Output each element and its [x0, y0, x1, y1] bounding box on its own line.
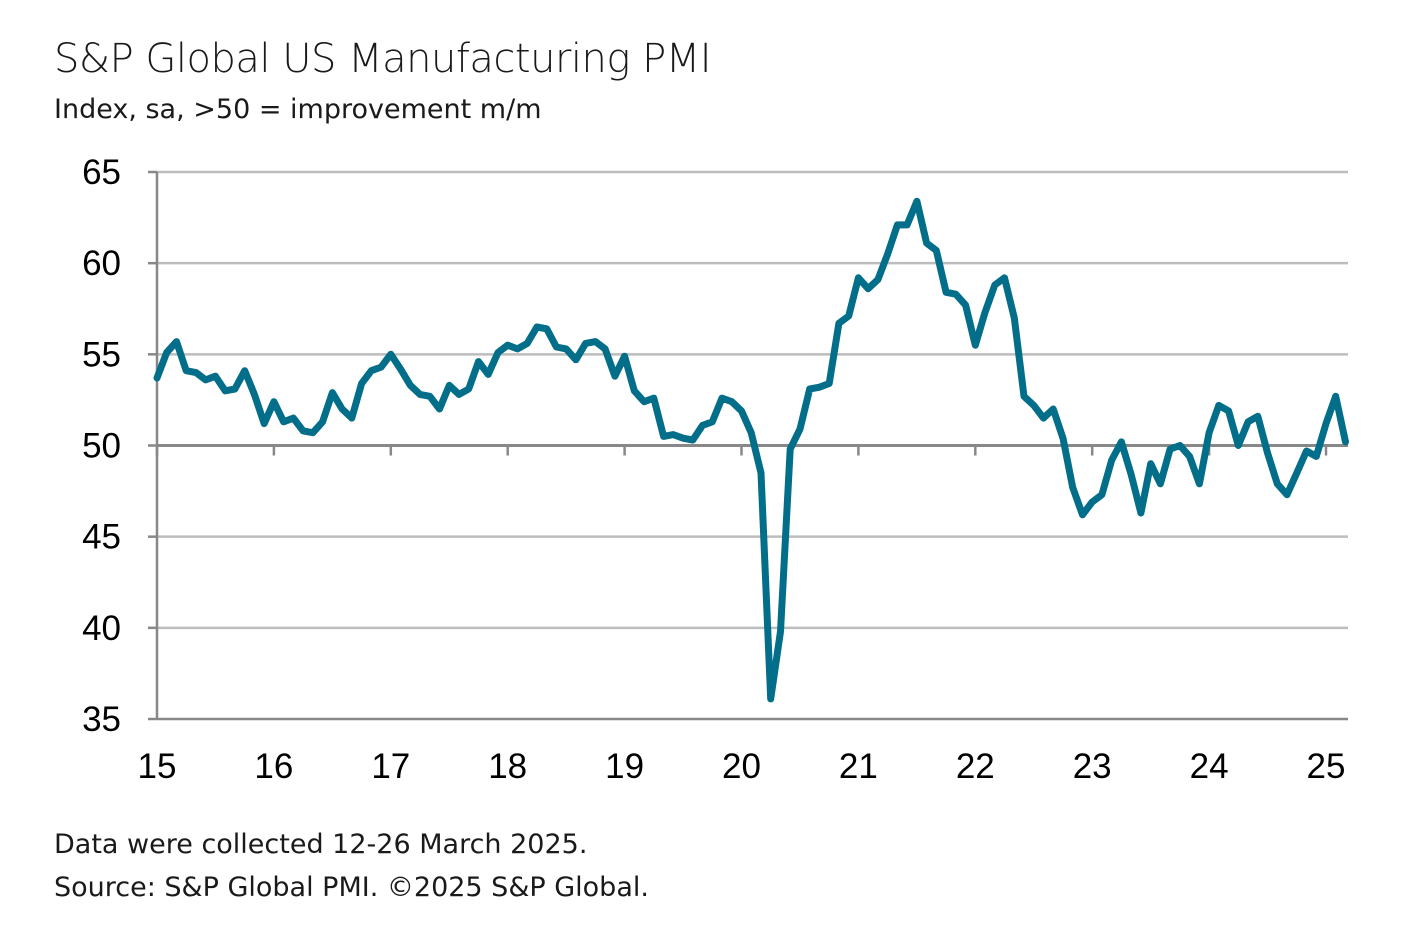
y-tick-label: 35 — [82, 700, 121, 739]
y-tick-label: 45 — [82, 518, 121, 557]
source-note: Source: S&P Global PMI. ©2025 S&P Global… — [54, 872, 649, 903]
x-tick-label: 18 — [488, 747, 527, 786]
x-tick-label: 23 — [1073, 747, 1112, 786]
x-tick-label: 22 — [956, 747, 995, 786]
line-chart: 35 40 45 50 55 60 65 15 16 17 18 19 20 21 22 23 24 25 — [82, 153, 1349, 786]
x-tick-label: 24 — [1190, 747, 1229, 786]
x-tick-label: 16 — [254, 747, 293, 786]
y-tick-label: 55 — [82, 335, 121, 374]
y-tick-label: 40 — [82, 609, 121, 648]
x-tick-label: 20 — [722, 747, 761, 786]
pmi-series-line — [153, 197, 1349, 703]
x-tick-label: 19 — [605, 747, 644, 786]
chart-subtitle: Index, sa, >50 = improvement m/m — [54, 94, 542, 125]
y-tick-label: 60 — [82, 244, 121, 283]
x-tick-label: 17 — [371, 747, 410, 786]
x-tick-label: 15 — [138, 747, 177, 786]
data-collection-note: Data were collected 12-26 March 2025. — [54, 829, 588, 860]
y-tick-label: 65 — [82, 153, 121, 192]
y-tick-label: 50 — [82, 427, 121, 466]
x-tick-label: 25 — [1307, 747, 1346, 786]
x-tick-label: 21 — [839, 747, 878, 786]
chart-title: S&P Global US Manufacturing PMI — [54, 36, 712, 82]
